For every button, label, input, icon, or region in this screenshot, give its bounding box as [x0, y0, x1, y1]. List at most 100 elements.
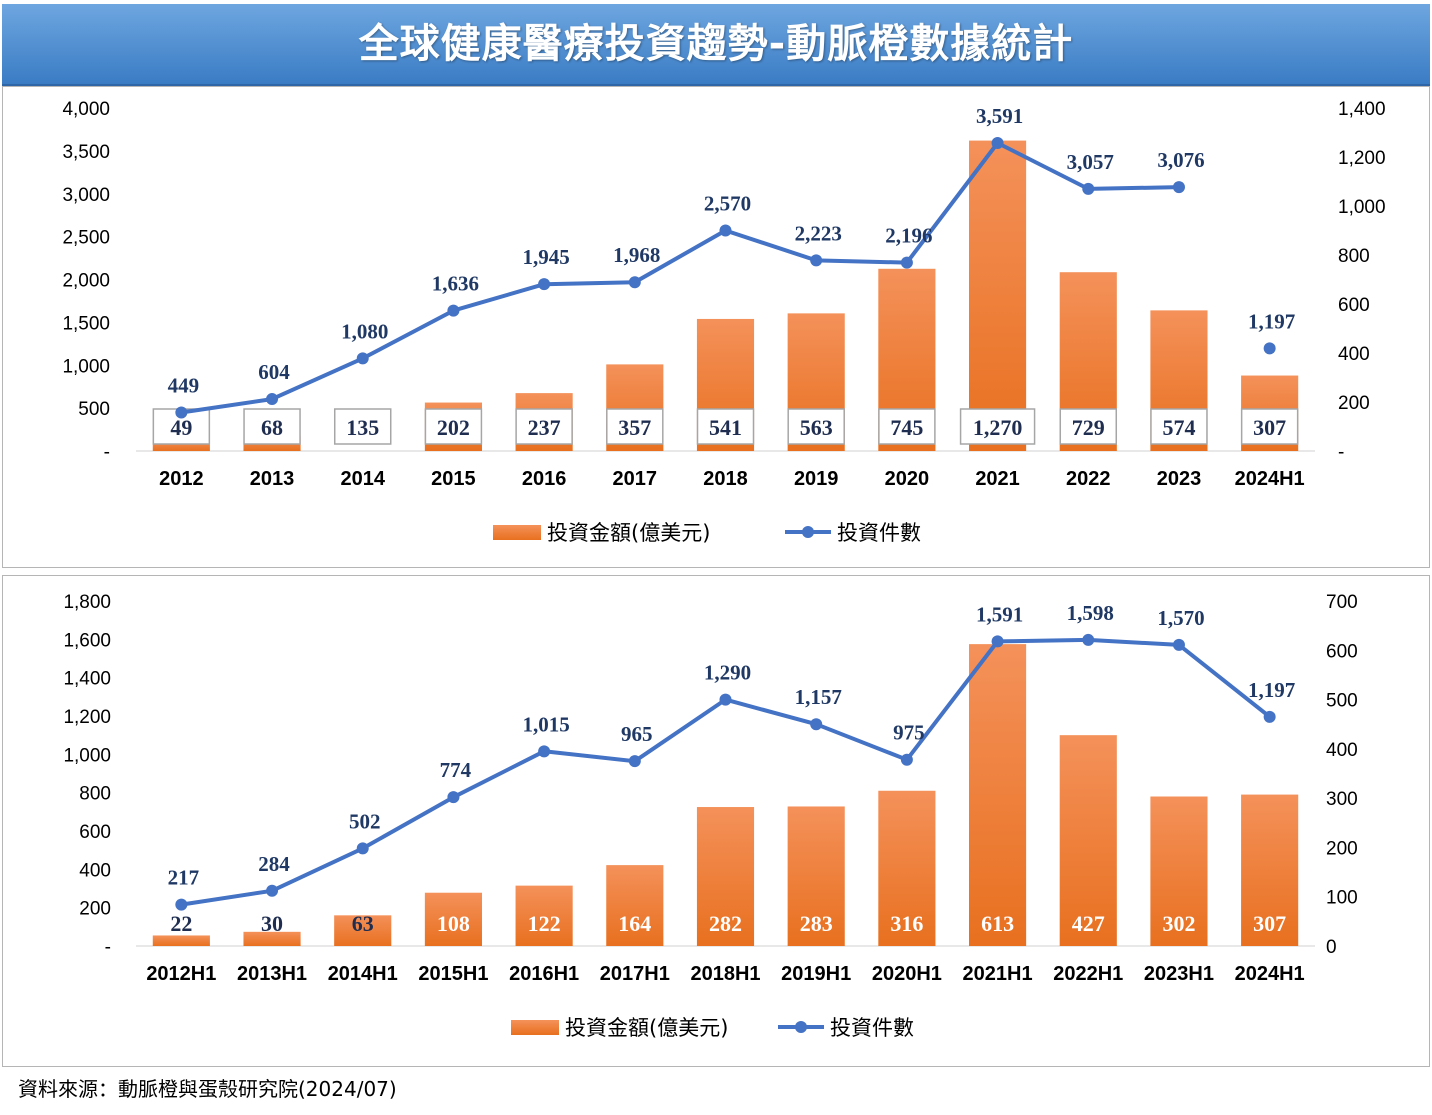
x-tick-label: 2024H1: [1235, 468, 1305, 490]
line-value-label: 2,196: [885, 224, 932, 248]
y-left-tick-label: 2,500: [62, 228, 110, 249]
x-tick-label: 2021: [975, 468, 1020, 490]
y-left-tick-label: 400: [79, 860, 111, 881]
line-value-label: 502: [349, 809, 381, 833]
line-value-label: 1,197: [1248, 309, 1295, 333]
legend-line-marker: [795, 1021, 807, 1033]
line-point: [628, 276, 641, 289]
line-point: [266, 884, 279, 897]
line-value-label: 1,570: [1157, 606, 1204, 630]
x-tick-label: 2020H1: [872, 963, 942, 985]
bar-value-label: 283: [800, 911, 833, 936]
bar-value-label: 729: [1072, 415, 1105, 440]
legend-line-label: 投資件數: [830, 1016, 914, 1040]
line-value-label: 284: [258, 852, 290, 876]
y-right-tick-label: 800: [1338, 246, 1370, 267]
bar-value-label: 427: [1072, 911, 1105, 936]
x-tick-label: 2014H1: [328, 963, 398, 985]
bar: [152, 935, 210, 946]
x-tick-label: 2015H1: [418, 963, 488, 985]
line-value-label: 1,598: [1067, 601, 1114, 625]
bar-value-label: 613: [981, 911, 1014, 936]
line-point: [538, 745, 551, 758]
x-tick-label: 2018H1: [690, 963, 760, 985]
bar-value-label: 49: [170, 415, 192, 440]
y-left-tick-label: 1,500: [62, 313, 110, 334]
line-point: [628, 755, 641, 768]
bar-label-box: [1059, 408, 1118, 445]
y-right-tick-label: 1,200: [1338, 148, 1386, 169]
bar-value-label: 302: [1162, 911, 1195, 936]
line-value-label: 3,076: [1157, 148, 1204, 172]
x-tick-label: 2023: [1157, 468, 1202, 490]
line-point: [810, 718, 823, 731]
line-value-label: 1,591: [976, 602, 1023, 626]
line-value-label: 1,945: [522, 245, 569, 269]
x-tick-label: 2012: [159, 468, 204, 490]
line-value-label: 449: [168, 374, 200, 398]
bar: [515, 885, 573, 946]
bar-label-box: [696, 408, 755, 445]
bar: [1150, 796, 1208, 946]
source-note: 資料來源：動脈橙與蛋殼研究院(2024/07): [18, 1077, 397, 1101]
bar-value-label: 282: [709, 911, 742, 936]
bar-value-label: 745: [890, 415, 923, 440]
bar-label-box: [787, 408, 845, 445]
line-point: [1263, 342, 1276, 355]
x-tick-label: 2016: [522, 468, 567, 490]
x-tick-label: 2019H1: [781, 963, 851, 985]
bar-value-label: 237: [528, 415, 561, 440]
y-right-tick-label: 400: [1326, 740, 1358, 761]
bar-value-label: 68: [261, 415, 283, 440]
y-left-tick-label: 800: [79, 784, 111, 805]
line-value-label: 1,157: [795, 685, 842, 709]
legend-line-marker: [802, 526, 814, 538]
x-tick-label: 2018: [703, 468, 748, 490]
line-point: [719, 693, 732, 706]
bar-label-box: [424, 408, 483, 445]
x-tick-label: 2024H1: [1235, 963, 1305, 985]
x-tick-label: 2016H1: [509, 963, 579, 985]
y-left-tick-label: -: [105, 937, 111, 958]
legend-bar-swatch: [511, 1020, 559, 1035]
line-point: [900, 256, 913, 269]
x-tick-label: 2020: [885, 468, 930, 490]
y-left-tick-label: 4,000: [62, 99, 110, 120]
bar: [1059, 735, 1117, 946]
line-value-label: 1,197: [1248, 678, 1295, 702]
y-left-tick-label: 3,500: [62, 142, 110, 163]
bar-value-label: 30: [261, 911, 283, 936]
bar-value-label: 108: [437, 911, 470, 936]
bar-value-label: 122: [528, 911, 561, 936]
line-value-label: 3,057: [1067, 150, 1114, 174]
x-tick-label: 2013H1: [237, 963, 307, 985]
line-point: [1082, 633, 1095, 646]
bar-value-label: 22: [170, 911, 192, 936]
bar-value-label: 307: [1253, 911, 1286, 936]
line-value-label: 3,591: [976, 104, 1023, 128]
line-value-label: 1,015: [522, 712, 569, 736]
bar-label-box: [959, 408, 1036, 445]
line-value-label: 1,968: [613, 243, 660, 267]
y-left-tick-label: 3,000: [62, 185, 110, 206]
y-left-tick-label: 1,000: [62, 356, 110, 377]
bar: [787, 806, 845, 946]
y-left-tick-label: 2,000: [62, 271, 110, 292]
y-left-tick-label: 1,200: [63, 707, 111, 728]
bar: [969, 644, 1027, 946]
x-tick-label: 2019: [794, 468, 839, 490]
line-point: [356, 842, 369, 855]
legend-line-label: 投資件數: [837, 521, 921, 545]
bar-label-box: [515, 408, 573, 445]
bar-value-label: 1,270: [973, 415, 1023, 440]
bar-value-label: 316: [890, 911, 923, 936]
line-point: [356, 352, 369, 365]
x-tick-label: 2023H1: [1144, 963, 1214, 985]
x-tick-label: 2022H1: [1053, 963, 1123, 985]
line-point: [175, 406, 188, 419]
bar-label-box: [878, 408, 936, 445]
y-left-tick-label: 1,600: [63, 630, 111, 651]
chart-annual: - 500 1,000 1,500 2,000 2,500 3,000 3,500 4,000 -…: [62, 99, 1386, 545]
line-point: [1172, 181, 1185, 194]
legend-bar-label: 投資金額(億美元): [547, 521, 710, 545]
